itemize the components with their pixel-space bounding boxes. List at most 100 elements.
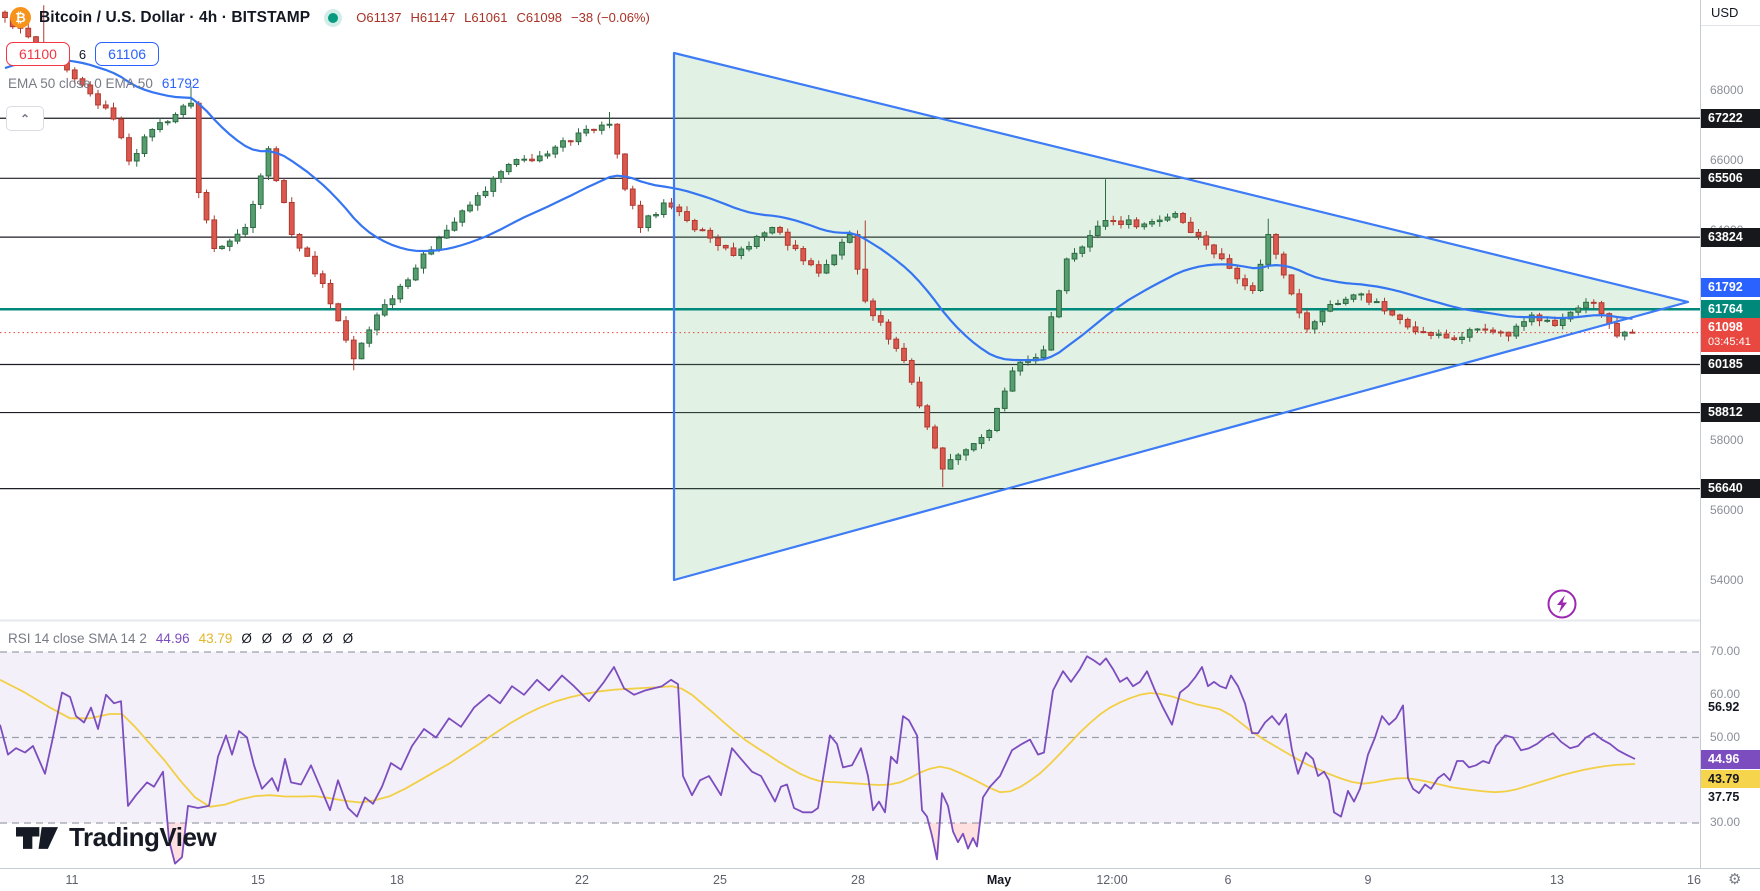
candle-body — [1133, 219, 1140, 228]
candle-body — [149, 129, 156, 138]
candle-body — [567, 140, 574, 143]
candle-body — [397, 285, 404, 300]
time-tick-label: 22 — [575, 873, 589, 887]
candle-body — [784, 231, 791, 246]
time-tick-label: 25 — [713, 873, 727, 887]
candle-body — [1218, 253, 1225, 260]
rsi-tick-label: 60.00 — [1710, 686, 1741, 701]
candle-body — [1389, 310, 1396, 316]
candle-body — [133, 153, 140, 162]
candle-body — [1373, 301, 1380, 304]
candle-body — [606, 123, 613, 126]
candle-body — [908, 360, 915, 383]
candle-body — [707, 229, 714, 239]
candle-body — [560, 140, 566, 148]
time-tick-label: 11 — [65, 873, 79, 887]
candle-body — [1304, 312, 1310, 330]
candle-body — [924, 405, 931, 428]
candle-body — [335, 303, 342, 322]
candle-body — [839, 241, 845, 256]
candle-body — [870, 300, 876, 317]
candle-body — [482, 190, 489, 197]
candle-body — [242, 227, 249, 235]
price-axis[interactable]: USD 68000660006400058000560005400070.006… — [1700, 0, 1760, 868]
candle-body — [1451, 337, 1458, 340]
candle-body — [1428, 332, 1434, 336]
candle-body — [591, 128, 597, 131]
candle-body — [893, 338, 900, 349]
candle-body — [1528, 314, 1535, 323]
candle-body — [366, 329, 373, 344]
chevron-up-icon: ⌃ — [19, 111, 31, 126]
ema-legend-label: EMA 50 close 0 EMA 50 — [8, 76, 153, 91]
rsi-sma-current-value: 43.79 — [198, 631, 233, 646]
candle-body — [901, 347, 907, 361]
time-axis[interactable]: 11 15 18 22 25 28 May 12:00 6 9 13 16 — [0, 868, 1760, 891]
candle-body — [1203, 235, 1210, 246]
candle-body — [490, 178, 497, 192]
candle-body — [1257, 263, 1264, 291]
candle-body — [1567, 311, 1574, 320]
rsi-badge: 56.92 — [1701, 698, 1760, 718]
pennant-outline — [672, 51, 1690, 582]
rsi-empty-params: Ø Ø Ø Ø Ø Ø — [241, 631, 357, 646]
candle-body — [831, 254, 838, 266]
candle-body — [1621, 331, 1628, 337]
candle-body — [1552, 319, 1558, 327]
candle-body — [474, 195, 481, 206]
candle-body — [312, 255, 318, 275]
candle-body — [575, 132, 582, 143]
candle-body — [1412, 326, 1419, 333]
candle-body — [95, 93, 101, 106]
candle-body — [157, 122, 163, 131]
candle-body — [1319, 310, 1326, 323]
candle-body — [730, 247, 737, 256]
candle-body — [676, 206, 683, 213]
lightning-icon[interactable] — [1545, 587, 1579, 621]
rsi-indicator-legend[interactable]: RSI 14 close SMA 14 2 44.96 43.79 Ø Ø Ø … — [8, 631, 356, 646]
candle-body — [164, 121, 171, 124]
candle-body — [257, 175, 264, 205]
candle-body — [521, 158, 528, 161]
ema-line — [4, 58, 1633, 362]
price-tick-label: 68000 — [1710, 83, 1744, 97]
gear-icon[interactable]: ⚙ — [1728, 871, 1742, 888]
candle-body — [1490, 329, 1496, 333]
candle-body — [885, 321, 892, 340]
candle-body — [180, 105, 187, 115]
buy-button[interactable]: 61106 — [95, 42, 160, 66]
candle-body — [188, 102, 194, 107]
candle-body — [343, 320, 349, 341]
candle-body — [529, 158, 535, 162]
tradingview-logo[interactable]: TradingView — [14, 822, 217, 853]
rsi-tick-label: 50.00 — [1710, 729, 1741, 744]
candle-body — [622, 153, 628, 190]
ohlc-close: C61098 — [516, 10, 563, 25]
candle-body — [102, 104, 109, 109]
candle-body — [777, 227, 783, 233]
candle-body — [1505, 331, 1512, 337]
currency-label[interactable]: USD — [1701, 0, 1760, 26]
pennant-fill — [674, 53, 1688, 580]
spread-value: 6 — [78, 46, 87, 62]
candle-body — [1164, 216, 1171, 221]
time-tick-label: 16 — [1687, 873, 1701, 887]
candle-body — [327, 283, 334, 305]
price-badge: 58812 — [1701, 403, 1760, 423]
symbol-title[interactable]: Bitcoin / U.S. Dollar · 4h · BITSTAMP — [39, 8, 311, 26]
collapse-legend-button[interactable]: ⌃ — [6, 106, 44, 131]
market-status-icon — [328, 12, 339, 23]
candle-body — [1187, 221, 1194, 233]
ohlc-values: O61137 H61147 L61061 C61098 −38 (−0.06%) — [356, 10, 650, 25]
candle-body — [71, 69, 78, 80]
candle-body — [1288, 274, 1295, 295]
sell-button[interactable]: 61100 — [6, 42, 70, 66]
candle-body — [459, 210, 466, 223]
candle-body — [79, 78, 86, 86]
candle-body — [738, 248, 745, 257]
candle-body — [1087, 235, 1093, 248]
ema-indicator-legend[interactable]: EMA 50 close 0 EMA 50 61792 — [8, 76, 199, 91]
time-tick-label: 6 — [1224, 873, 1232, 887]
